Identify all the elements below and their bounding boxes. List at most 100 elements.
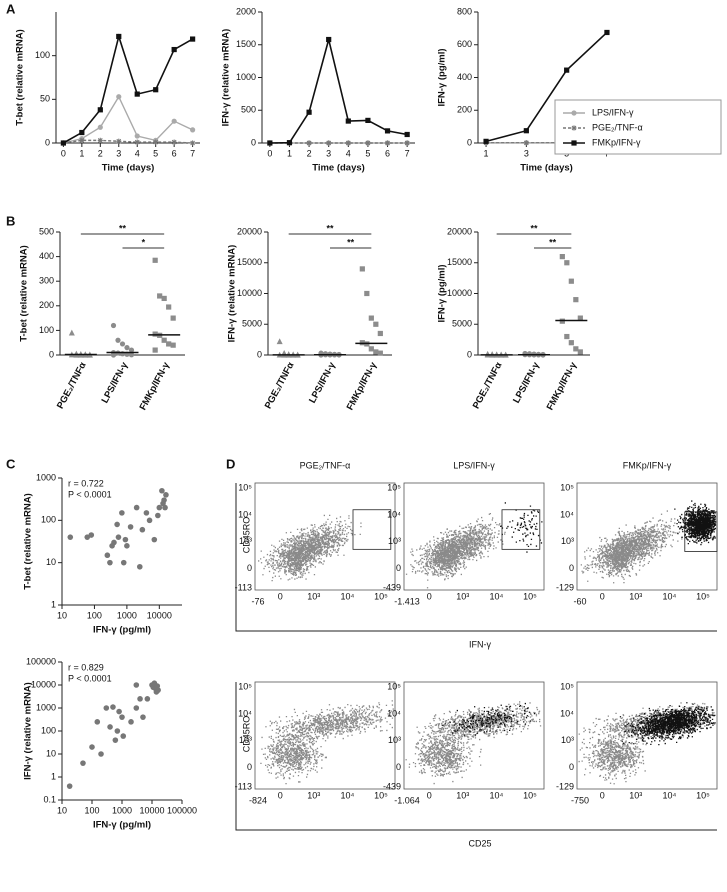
y-tick-label: 10000	[237, 288, 262, 298]
significance-label: **	[119, 223, 127, 233]
y-tick-label: 500	[241, 105, 256, 115]
y-tick-label: 10000	[447, 288, 472, 298]
marker	[128, 352, 135, 358]
y-tick-label: 0	[45, 137, 50, 147]
y-tick-label: 50	[40, 94, 50, 104]
marker	[573, 297, 579, 303]
point	[107, 724, 113, 730]
flow-y-min: -439	[383, 582, 401, 592]
flow-x-tick-label: 10³	[456, 591, 469, 601]
x-tick-label: 3	[326, 148, 331, 158]
marker	[384, 140, 391, 146]
event-cloud	[261, 700, 394, 749]
marker	[115, 337, 121, 343]
y-tick-label: 10	[46, 748, 56, 758]
point	[88, 532, 95, 538]
y-tick-label: 1	[51, 771, 56, 781]
series-line	[63, 95, 193, 144]
marker	[134, 91, 140, 97]
column-header: FMKp/IFN-γ	[623, 460, 672, 470]
x-tick-label: 10	[57, 805, 67, 815]
legend-label: PGE₂/TNF-α	[592, 122, 643, 132]
category-label: LPS/IFN-γ	[307, 360, 338, 405]
y-axis-title: T-bet (relative mRNA)	[19, 245, 30, 342]
x-tick-label: 10000	[147, 610, 172, 620]
marker	[116, 138, 122, 144]
event-cloud	[619, 702, 716, 746]
axis-bracket	[235, 682, 717, 831]
y-tick-label: 2000	[236, 6, 256, 16]
marker	[152, 257, 158, 263]
y-tick-label: 800	[457, 6, 472, 16]
marker	[128, 347, 135, 353]
marker	[564, 260, 570, 266]
category-label: PGE₂/TNFα	[263, 360, 297, 411]
flow-y-tick-label: 10⁵	[387, 682, 401, 692]
y-tick-label: 1	[51, 599, 56, 609]
x-tick-label: 3	[116, 148, 121, 158]
event-cloud	[405, 513, 506, 589]
y-tick-label: 100	[35, 50, 50, 60]
y-tick-label: 100	[41, 725, 56, 735]
x-tick-label: 10000	[139, 805, 164, 815]
event-cloud	[416, 701, 542, 748]
flow-y-title: CD45RO	[241, 716, 251, 753]
point	[119, 510, 125, 516]
marker	[79, 137, 85, 143]
y-tick-label: 100	[39, 325, 54, 335]
marker	[564, 67, 570, 73]
marker	[326, 140, 332, 146]
flow-x-min: -60	[573, 596, 586, 606]
category-label: FMKp/IFN-γ	[345, 360, 380, 412]
x-tick-label: 100	[84, 805, 99, 815]
event-cloud	[427, 536, 465, 581]
series-line	[62, 33, 194, 144]
marker	[483, 138, 489, 144]
flow-y-min: -113	[235, 582, 252, 592]
y-axis-title: IFN-γ (relative mRNA)	[23, 682, 34, 780]
panel-label: C	[6, 456, 16, 471]
x-axis-title: Time (days)	[520, 163, 573, 174]
x-tick-label: 1	[287, 148, 292, 158]
marker	[171, 139, 177, 145]
flow-x-tick-label: 10⁵	[523, 591, 537, 601]
marker	[119, 341, 126, 347]
flow-y-tick-label: 10³	[561, 735, 574, 745]
panel-label: B	[6, 213, 15, 228]
point	[89, 744, 95, 750]
x-tick-label: 10	[57, 610, 67, 620]
marker	[134, 139, 140, 145]
marker	[110, 352, 117, 358]
marker	[573, 346, 579, 352]
flow-y-tick-label: 10⁵	[387, 483, 401, 493]
flow-plot-frame	[254, 681, 396, 790]
y-tick-label: 15000	[447, 257, 472, 267]
y-axis-title: IFN-γ (pg/ml)	[437, 48, 448, 106]
x-axis-title: Time (days)	[102, 163, 155, 174]
flow-x-title: CD25	[468, 838, 491, 848]
point	[110, 704, 116, 710]
event-cloud	[442, 702, 536, 736]
flow-x-title: IFN-γ	[469, 639, 491, 649]
y-tick-label: 0	[251, 137, 256, 147]
marker	[153, 139, 159, 145]
y-axis-title: IFN-γ (pg/ml)	[437, 264, 448, 322]
marker	[571, 125, 577, 131]
significance-label: **	[530, 223, 538, 233]
marker	[345, 140, 351, 146]
point	[119, 714, 125, 720]
marker	[166, 341, 172, 347]
point	[143, 510, 150, 516]
y-axis-title: T-bet (relative mRNA)	[15, 29, 26, 126]
y-tick-label: 200	[39, 300, 54, 310]
x-tick-label: 6	[385, 148, 390, 158]
marker	[377, 350, 383, 356]
flow-x-tick-label: 10³	[307, 591, 320, 601]
point	[155, 687, 161, 693]
marker	[286, 140, 293, 146]
x-tick-label: 4	[135, 148, 140, 158]
flow-y-tick-label: 10⁴	[387, 509, 401, 519]
flow-y-tick-label: 0	[569, 563, 574, 573]
flow-y-tick-label: 0	[247, 563, 252, 573]
marker	[97, 137, 103, 143]
